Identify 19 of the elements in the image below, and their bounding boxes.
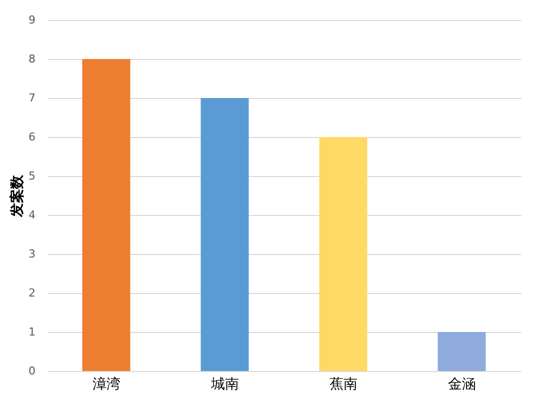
y-tick-label: 6 <box>28 130 36 144</box>
x-tick-label: 城南 <box>210 376 239 392</box>
x-tick-label: 漳湾 <box>92 376 120 392</box>
y-axis-title: 发案数 <box>8 174 26 218</box>
y-tick-label: 5 <box>28 170 36 182</box>
y-tick-label: 3 <box>28 248 36 260</box>
y-tick-label: 7 <box>28 92 36 104</box>
bar <box>438 332 486 371</box>
y-tick-label: 8 <box>28 52 36 66</box>
bar <box>82 59 130 371</box>
y-tick-label: 0 <box>28 364 36 378</box>
x-tick-label: 蕉南 <box>329 376 358 392</box>
y-tick-label: 1 <box>28 326 36 338</box>
y-tick-label: 2 <box>28 286 36 300</box>
y-tick-label: 4 <box>28 208 36 222</box>
y-tick-label: 9 <box>28 14 36 26</box>
bar <box>319 137 368 371</box>
x-tick-label: 金涵 <box>448 376 476 392</box>
bar <box>200 98 249 371</box>
